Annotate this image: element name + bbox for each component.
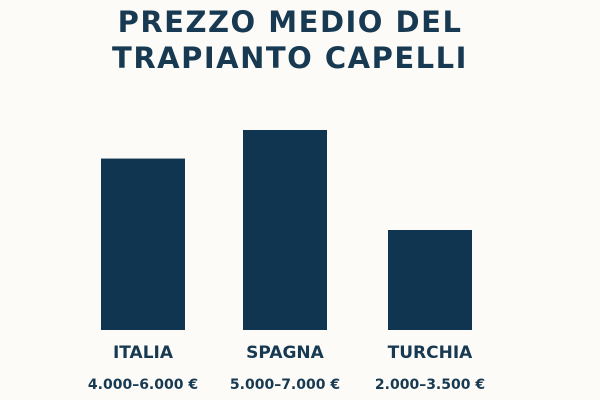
bar: [388, 230, 472, 330]
category-label: SPAGNA: [246, 343, 324, 363]
chart-title: PREZZO MEDIO DEL TRAPIANTO CAPELLI: [112, 5, 468, 75]
value-label: 4.000–6.000 €: [88, 377, 198, 393]
category-label: TURCHIA: [388, 343, 474, 363]
bar: [101, 158, 185, 330]
bar: [243, 130, 327, 330]
category-label: ITALIA: [113, 343, 174, 363]
value-label: 5.000–7.000 €: [230, 377, 340, 393]
value-label: 2.000–3.500 €: [375, 377, 485, 393]
